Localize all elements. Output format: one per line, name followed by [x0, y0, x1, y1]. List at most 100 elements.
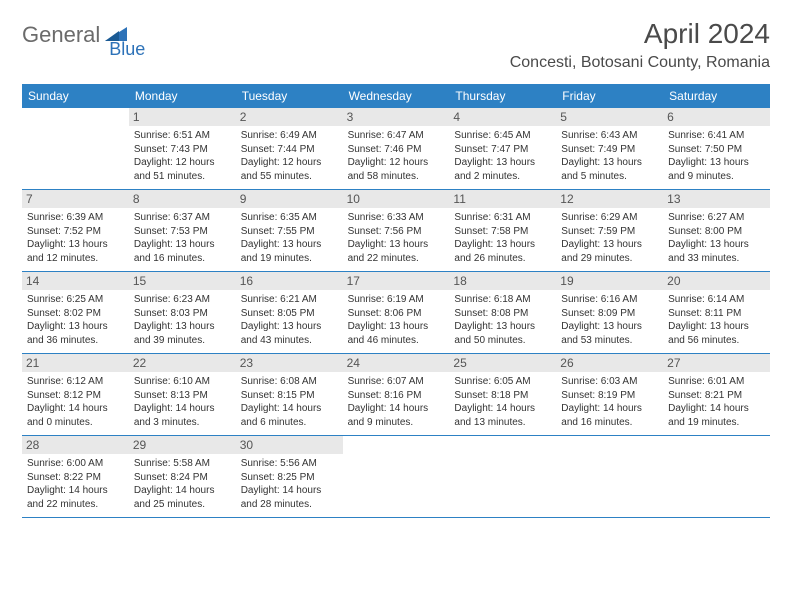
calendar-cell: 25Sunrise: 6:05 AMSunset: 8:18 PMDayligh…: [449, 354, 556, 435]
sunrise-text: Sunrise: 6:07 AM: [348, 375, 445, 389]
daylight-text: Daylight: 13 hours: [668, 238, 765, 252]
sunrise-text: Sunrise: 6:25 AM: [27, 293, 124, 307]
calendar-cell: [449, 436, 556, 517]
calendar-cell: 16Sunrise: 6:21 AMSunset: 8:05 PMDayligh…: [236, 272, 343, 353]
daylight-text: and 9 minutes.: [348, 416, 445, 430]
day-number: 13: [663, 190, 770, 208]
sunrise-text: Sunrise: 6:03 AM: [561, 375, 658, 389]
sunset-text: Sunset: 8:18 PM: [454, 389, 551, 403]
dayheader-tuesday: Tuesday: [236, 84, 343, 108]
daylight-text: and 58 minutes.: [348, 170, 445, 184]
calendar-cell: 20Sunrise: 6:14 AMSunset: 8:11 PMDayligh…: [663, 272, 770, 353]
sunrise-text: Sunrise: 6:33 AM: [348, 211, 445, 225]
sunset-text: Sunset: 8:11 PM: [668, 307, 765, 321]
daylight-text: Daylight: 13 hours: [454, 238, 551, 252]
sunrise-text: Sunrise: 5:58 AM: [134, 457, 231, 471]
sunset-text: Sunset: 7:53 PM: [134, 225, 231, 239]
day-number: 11: [449, 190, 556, 208]
calendar-cell: 7Sunrise: 6:39 AMSunset: 7:52 PMDaylight…: [22, 190, 129, 271]
daylight-text: and 29 minutes.: [561, 252, 658, 266]
sunset-text: Sunset: 8:15 PM: [241, 389, 338, 403]
week-row: 28Sunrise: 6:00 AMSunset: 8:22 PMDayligh…: [22, 436, 770, 518]
day-number: 14: [22, 272, 129, 290]
daylight-text: Daylight: 13 hours: [241, 320, 338, 334]
day-number: 26: [556, 354, 663, 372]
daylight-text: and 43 minutes.: [241, 334, 338, 348]
sunset-text: Sunset: 8:00 PM: [668, 225, 765, 239]
sunrise-text: Sunrise: 6:18 AM: [454, 293, 551, 307]
sunset-text: Sunset: 8:25 PM: [241, 471, 338, 485]
sunset-text: Sunset: 7:47 PM: [454, 143, 551, 157]
sunrise-text: Sunrise: 6:19 AM: [348, 293, 445, 307]
daylight-text: Daylight: 13 hours: [561, 156, 658, 170]
calendar-cell: 5Sunrise: 6:43 AMSunset: 7:49 PMDaylight…: [556, 108, 663, 189]
daylight-text: Daylight: 12 hours: [241, 156, 338, 170]
daylight-text: and 28 minutes.: [241, 498, 338, 512]
calendar-cell: 11Sunrise: 6:31 AMSunset: 7:58 PMDayligh…: [449, 190, 556, 271]
day-number: 17: [343, 272, 450, 290]
dayheader-saturday: Saturday: [663, 84, 770, 108]
day-number: 3: [343, 108, 450, 126]
sunset-text: Sunset: 7:52 PM: [27, 225, 124, 239]
header: General Blue April 2024 Concesti, Botosa…: [22, 18, 770, 72]
daylight-text: Daylight: 13 hours: [27, 320, 124, 334]
sunset-text: Sunset: 8:08 PM: [454, 307, 551, 321]
daylight-text: Daylight: 14 hours: [134, 484, 231, 498]
daylight-text: Daylight: 13 hours: [134, 238, 231, 252]
sunset-text: Sunset: 8:21 PM: [668, 389, 765, 403]
logo-text-blue: Blue: [109, 39, 145, 60]
daylight-text: and 56 minutes.: [668, 334, 765, 348]
daylight-text: and 51 minutes.: [134, 170, 231, 184]
daylight-text: and 2 minutes.: [454, 170, 551, 184]
sunrise-text: Sunrise: 6:01 AM: [668, 375, 765, 389]
day-number: 1: [129, 108, 236, 126]
day-number: 4: [449, 108, 556, 126]
daylight-text: and 9 minutes.: [668, 170, 765, 184]
month-title: April 2024: [510, 18, 770, 50]
sunset-text: Sunset: 8:13 PM: [134, 389, 231, 403]
calendar-cell: 24Sunrise: 6:07 AMSunset: 8:16 PMDayligh…: [343, 354, 450, 435]
sunset-text: Sunset: 7:56 PM: [348, 225, 445, 239]
week-row: 1Sunrise: 6:51 AMSunset: 7:43 PMDaylight…: [22, 108, 770, 190]
calendar-cell: 21Sunrise: 6:12 AMSunset: 8:12 PMDayligh…: [22, 354, 129, 435]
weeks-container: 1Sunrise: 6:51 AMSunset: 7:43 PMDaylight…: [22, 108, 770, 518]
sunset-text: Sunset: 7:59 PM: [561, 225, 658, 239]
dayheader-monday: Monday: [129, 84, 236, 108]
calendar-cell: [22, 108, 129, 189]
calendar-cell: 15Sunrise: 6:23 AMSunset: 8:03 PMDayligh…: [129, 272, 236, 353]
sunset-text: Sunset: 7:44 PM: [241, 143, 338, 157]
daylight-text: and 46 minutes.: [348, 334, 445, 348]
day-number: 5: [556, 108, 663, 126]
calendar-cell: 10Sunrise: 6:33 AMSunset: 7:56 PMDayligh…: [343, 190, 450, 271]
day-number: 27: [663, 354, 770, 372]
daylight-text: Daylight: 12 hours: [134, 156, 231, 170]
daylight-text: and 39 minutes.: [134, 334, 231, 348]
sunrise-text: Sunrise: 6:00 AM: [27, 457, 124, 471]
calendar-cell: 27Sunrise: 6:01 AMSunset: 8:21 PMDayligh…: [663, 354, 770, 435]
dayheader-wednesday: Wednesday: [343, 84, 450, 108]
day-number: 30: [236, 436, 343, 454]
sunrise-text: Sunrise: 6:37 AM: [134, 211, 231, 225]
daylight-text: Daylight: 14 hours: [134, 402, 231, 416]
sunset-text: Sunset: 7:46 PM: [348, 143, 445, 157]
calendar-cell: 17Sunrise: 6:19 AMSunset: 8:06 PMDayligh…: [343, 272, 450, 353]
sunset-text: Sunset: 8:24 PM: [134, 471, 231, 485]
sunset-text: Sunset: 8:19 PM: [561, 389, 658, 403]
calendar-cell: 12Sunrise: 6:29 AMSunset: 7:59 PMDayligh…: [556, 190, 663, 271]
sunrise-text: Sunrise: 6:43 AM: [561, 129, 658, 143]
calendar-cell: 3Sunrise: 6:47 AMSunset: 7:46 PMDaylight…: [343, 108, 450, 189]
daylight-text: Daylight: 13 hours: [668, 320, 765, 334]
sunrise-text: Sunrise: 6:45 AM: [454, 129, 551, 143]
calendar-cell: 19Sunrise: 6:16 AMSunset: 8:09 PMDayligh…: [556, 272, 663, 353]
daylight-text: and 13 minutes.: [454, 416, 551, 430]
sunrise-text: Sunrise: 6:23 AM: [134, 293, 231, 307]
day-number: 16: [236, 272, 343, 290]
daylight-text: Daylight: 14 hours: [241, 484, 338, 498]
day-number: 8: [129, 190, 236, 208]
sunset-text: Sunset: 8:03 PM: [134, 307, 231, 321]
sunset-text: Sunset: 8:22 PM: [27, 471, 124, 485]
day-number: 23: [236, 354, 343, 372]
calendar-cell: 22Sunrise: 6:10 AMSunset: 8:13 PMDayligh…: [129, 354, 236, 435]
daylight-text: and 3 minutes.: [134, 416, 231, 430]
calendar-cell: 6Sunrise: 6:41 AMSunset: 7:50 PMDaylight…: [663, 108, 770, 189]
